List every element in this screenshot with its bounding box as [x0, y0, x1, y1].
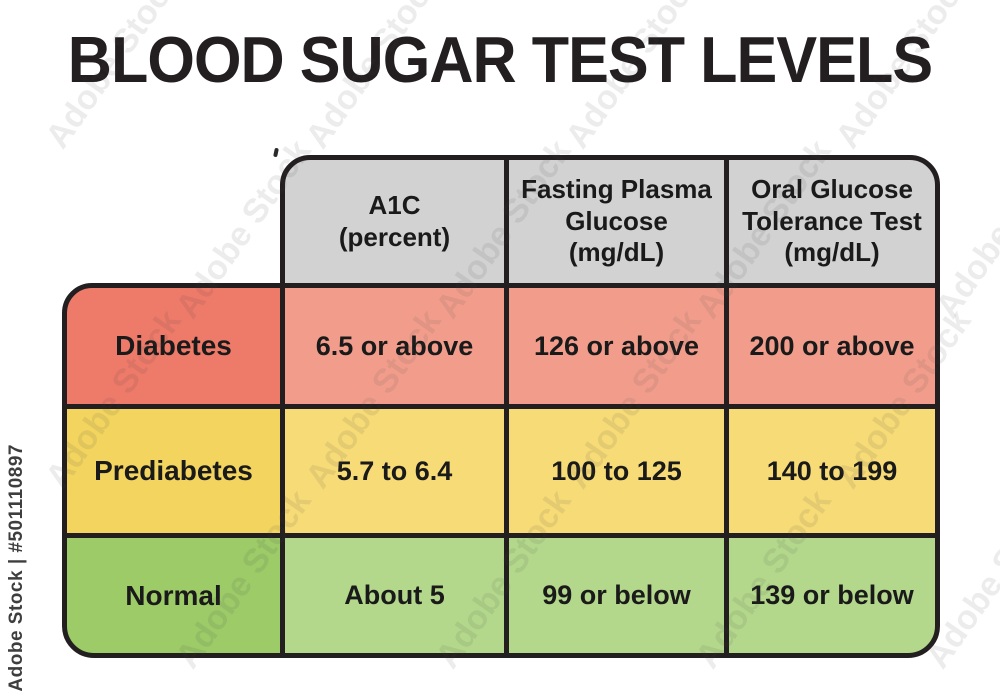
header-cell-fasting-plasma-glucose: Fasting Plasma Glucose (mg/dL)	[504, 155, 729, 288]
row-label-normal: Normal	[62, 533, 285, 658]
row-label-diabetes: Diabetes	[62, 283, 285, 409]
header-cell-a1c: A1C (percent)	[280, 155, 509, 288]
row-label-prediabetes: Prediabetes	[62, 404, 285, 538]
cell-diabetes-a1c: 6.5 or above	[280, 283, 509, 409]
cell-normal-a1c: About 5	[280, 533, 509, 658]
cell-normal-fasting-glucose: 99 or below	[504, 533, 729, 658]
cell-diabetes-fasting-glucose: 126 or above	[504, 283, 729, 409]
cell-normal-oral-tolerance: 139 or below	[724, 533, 940, 658]
stock-credit: Adobe Stock | #501110897	[6, 444, 27, 692]
page-title: BLOOD SUGAR TEST LEVELS	[67, 23, 933, 96]
cell-prediabetes-a1c: 5.7 to 6.4	[280, 404, 509, 538]
header-cell-oral-glucose-tolerance: Oral Glucose Tolerance Test (mg/dL)	[724, 155, 940, 288]
cell-prediabetes-fasting-glucose: 100 to 125	[504, 404, 729, 538]
cell-diabetes-oral-tolerance: 200 or above	[724, 283, 940, 409]
cell-prediabetes-oral-tolerance: 140 to 199	[724, 404, 940, 538]
stray-mark	[273, 147, 279, 158]
